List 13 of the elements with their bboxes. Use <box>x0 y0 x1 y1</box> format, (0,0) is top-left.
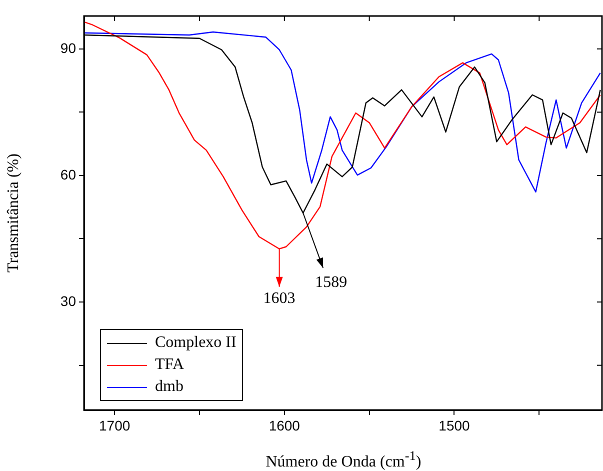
x-tick-label: 1700 <box>98 417 130 434</box>
y-tick-label: 30 <box>60 292 76 309</box>
x-tick-label: 1600 <box>268 417 300 434</box>
y-tick-label: 90 <box>60 40 76 56</box>
x-tick-label: 1500 <box>438 417 470 434</box>
x-axis-title: Número de Onda (cm$^{-1}$) <box>264 448 422 471</box>
annotation: 1589 <box>315 274 348 292</box>
legend-label: TFA <box>155 356 184 374</box>
legend-label: dmb <box>155 378 184 396</box>
y-axis-title: Transmitância (%) <box>4 154 22 272</box>
annotation: 1603 <box>263 290 296 308</box>
y-tick-label: 60 <box>60 166 76 182</box>
legend-label: Complexo II <box>155 334 236 352</box>
